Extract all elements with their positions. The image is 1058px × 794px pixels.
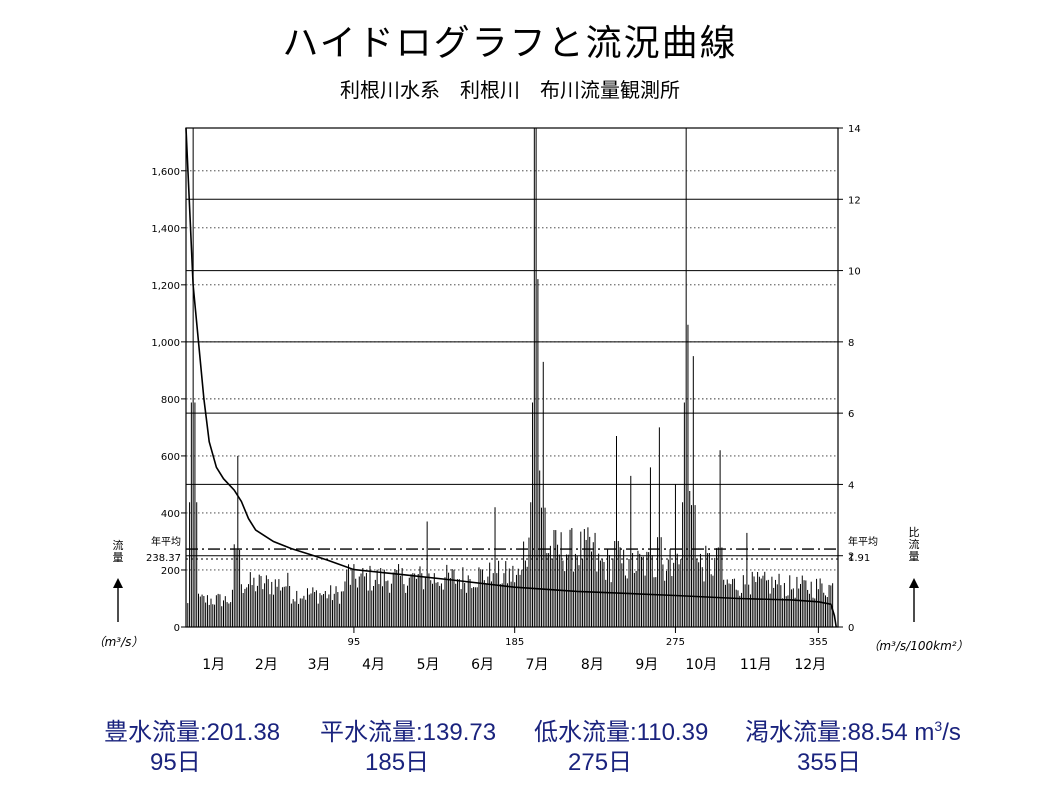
footer-days-label: 275日 [568,749,633,776]
month-label: 7月 [526,657,549,673]
y2-tick-label: 0 [848,623,854,634]
y-tick-label: 1,200 [151,281,180,292]
y-tick-label: 400 [161,509,180,520]
footer-flow-stat: 低水流量:110.39 [534,719,709,746]
y-axis-arrowhead [113,578,123,588]
annual-mean-label: 年平均 [151,535,181,548]
y-tick-label: 800 [161,395,180,406]
x-tick-label: 355 [809,637,828,648]
y-tick-label: 1,000 [151,338,180,349]
footer-days-label: 185日 [365,749,430,776]
y2-axis-arrowhead [909,578,919,588]
month-label: 9月 [635,657,658,673]
y2-tick-label: 10 [848,267,861,278]
y2-tick-label: 2 [848,552,854,563]
y2-tick-label: 14 [848,124,861,135]
x-tick-label: 95 [348,637,361,648]
month-label: 4月 [362,657,385,673]
month-label: 8月 [581,657,604,673]
hydrograph-chart: 0 200 400 600 800 1,000 1,200 1,400 1,600 0 2 4 6 8 10… [93,124,969,673]
flow-duration-curve [185,127,837,628]
month-label: 11月 [740,657,772,673]
footer-flow-stat: 豊水流量:201.38 [104,719,281,746]
x-tick-label: 185 [505,637,524,648]
y2-tick-label: 6 [848,409,854,420]
y2-tick-label: 12 [848,195,861,206]
y-axis-title: 流 [113,538,124,552]
y-axis-title: 量 [113,551,124,564]
chart-subtitle: 利根川水系 利根川 布川流量観測所 [340,78,680,102]
y2-tick-label: 8 [848,338,854,349]
month-label: 3月 [308,657,331,673]
month-label: 10月 [685,657,717,673]
month-label: 2月 [255,657,278,673]
y2-axis-title: 比 [909,526,920,539]
y-tick-label: 1,600 [151,167,180,178]
y2-axis-unit: （m³/s/100km²） [867,639,968,653]
footer-flow-stat: 渇水流量:88.54 m3/s [745,718,961,746]
footer-days-label: 355日 [797,749,862,776]
footer-days-label: 95日 [150,749,201,776]
y2-axis-title: 流 [909,537,920,551]
y2-axis-title: 量 [909,550,920,563]
x-tick-label: 275 [666,637,685,648]
y-tick-label: 600 [161,452,180,463]
annual-mean-label-right: 年平均 [848,535,878,548]
plot-frame [185,127,839,628]
month-label: 6月 [471,657,494,673]
annual-mean-specific: 1.91 [848,553,870,564]
y-tick-label: 1,400 [151,224,180,235]
month-label: 12月 [794,657,826,673]
y-tick-label: 200 [161,566,180,577]
month-label: 1月 [202,657,225,673]
y2-tick-label: 4 [848,480,854,491]
y-axis-unit: （m³/s） [93,635,144,649]
unit-superscript: 3 [934,718,943,734]
annual-mean-value: 238.37 [146,553,181,564]
chart-title: ハイドログラフと流況曲線 [282,23,738,64]
footer-flow-stat: 平水流量:139.73 [320,719,497,746]
month-label: 5月 [417,657,440,673]
y-tick-label: 0 [174,623,180,634]
